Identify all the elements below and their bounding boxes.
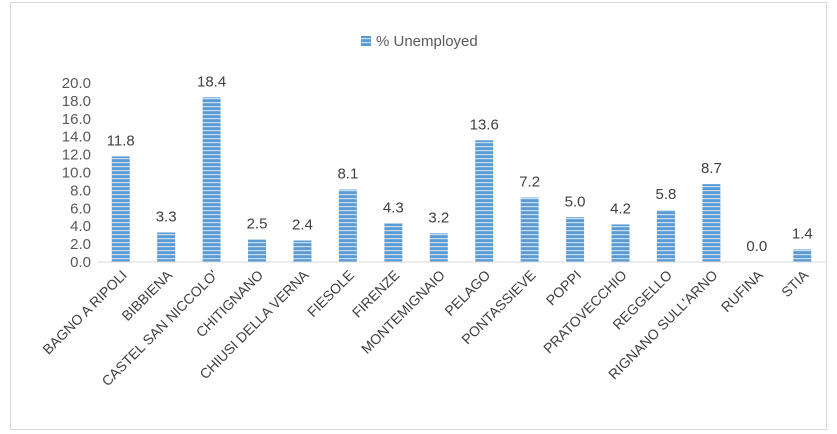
bar (566, 217, 585, 262)
bar (429, 233, 448, 262)
data-label: 18.4 (197, 73, 226, 90)
legend-swatch (361, 36, 371, 46)
bar (611, 224, 630, 262)
y-tick-label: 14.0 (62, 129, 91, 146)
bars (111, 97, 812, 262)
bar (157, 232, 176, 262)
x-tick-label: PRATOVECCHIO (540, 267, 630, 357)
y-tick-label: 2.0 (70, 236, 91, 253)
x-tick-label: RUFINA (718, 266, 767, 315)
bar (793, 249, 812, 262)
data-label: 8.7 (701, 160, 722, 177)
data-label: 5.0 (565, 193, 586, 210)
data-label: 1.4 (792, 225, 813, 242)
x-tick-label: POPPI (543, 267, 585, 309)
y-tick-label: 20.0 (62, 75, 91, 92)
legend-label: % Unemployed (376, 33, 478, 50)
data-label: 8.1 (337, 166, 358, 183)
y-tick-label: 18.0 (62, 93, 91, 110)
bar (702, 184, 721, 262)
data-label: 5.8 (656, 186, 677, 203)
data-label: 4.3 (383, 200, 404, 217)
legend: % Unemployed (361, 33, 478, 50)
data-label: 13.6 (470, 116, 499, 133)
y-tick-label: 10.0 (62, 165, 91, 182)
bar (338, 189, 357, 262)
data-label: 2.4 (292, 217, 313, 234)
data-labels: 11.8 3.3 18.4 2.5 2.4 8.1 4.3 3.2 13.6 7.2 5.0 4.2 5… (107, 73, 813, 255)
data-label: 7.2 (519, 174, 540, 191)
bar (293, 240, 312, 262)
y-tick-label: 6.0 (70, 200, 91, 217)
y-tick-label: 0.0 (70, 254, 91, 271)
bar (384, 223, 403, 262)
y-tick-label: 4.0 (70, 218, 91, 235)
bar (475, 140, 494, 262)
data-label: 0.0 (746, 238, 767, 255)
data-label: 11.8 (107, 132, 135, 149)
x-tick-label: MONTEMIGNAIO (358, 267, 448, 357)
y-tick-label: 12.0 (62, 147, 91, 164)
data-label: 4.2 (610, 200, 631, 217)
y-tick-label: 8.0 (70, 182, 91, 199)
x-tick-label: BAGNO A RIPOLI (39, 267, 130, 358)
chart-frame (10, 2, 827, 430)
y-tick-label: 16.0 (62, 111, 91, 128)
data-label: 3.2 (428, 209, 449, 226)
bar (520, 197, 539, 262)
data-label: 2.5 (247, 216, 268, 233)
x-tick-label: FIESOLE (304, 267, 357, 320)
x-tick-label: STIA (778, 266, 812, 300)
bar (656, 210, 675, 262)
data-label: 3.3 (156, 208, 177, 225)
y-axis: 0.02.04.06.08.010.012.014.016.018.020.0 (62, 75, 91, 271)
bar (202, 97, 221, 262)
bar (111, 156, 130, 262)
bar (248, 239, 267, 262)
